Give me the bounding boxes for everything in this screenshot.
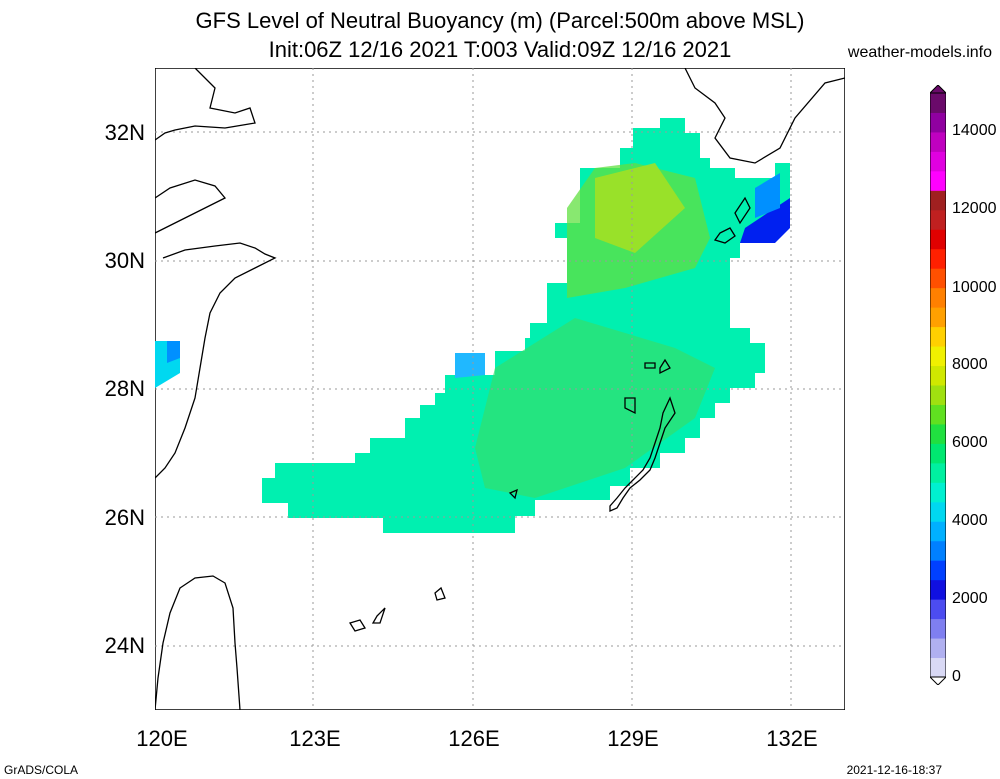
colorbar-segment [930,131,946,152]
colorbar-segment [930,501,946,522]
lon-label-132e: 132E [766,726,818,751]
colorbar-segment [930,326,946,347]
map-plot [155,68,845,710]
colorbar [930,85,946,685]
colorbar-segment [930,287,946,308]
colorbar-label-8000: 8000 [952,356,988,373]
lon-label-120e: 120E [136,726,188,751]
lon-label-129e: 129E [607,726,659,751]
colorbar-label-12000: 12000 [952,200,997,217]
colorbar-segment [930,638,946,659]
colorbar-segment [930,560,946,581]
colorbar-segment [930,385,946,405]
colorbar-label-4000: 4000 [952,512,988,529]
colorbar-segment [930,540,946,561]
lat-label-30n: 30N [104,248,145,273]
colorbar-segment [930,365,946,386]
colorbar-segment [930,462,946,483]
lon-label-126e: 126E [448,726,500,751]
lat-label-28n: 28N [104,376,145,401]
colorbar-segment [930,112,946,133]
colorbar-label-14000: 14000 [952,122,997,139]
colorbar-max-arrow [930,85,946,94]
footer-software: GrADS/COLA [4,763,79,777]
lat-label-32n: 32N [104,120,145,145]
colorbar-segment [930,618,946,639]
colorbar-label-10000: 10000 [952,279,997,296]
colorbar-label-0: 0 [952,668,961,685]
colorbar-segment [930,170,946,191]
colorbar-segment [930,521,946,542]
colorbar-segment [930,307,946,328]
colorbar-segment [930,268,946,289]
colorbar-segment [930,248,946,269]
colorbar-segment [930,482,946,503]
lat-label-24n: 24N [104,633,145,658]
coastlines [155,68,845,710]
colorbar-min-arrow [930,676,946,685]
colorbar-segment [930,190,946,211]
colorbar-segment [930,579,946,600]
colorbar-segment [930,209,946,230]
map-title: GFS Level of Neutral Buoyancy (m) (Parce… [195,8,805,33]
footer-timestamp: 2021-12-16-18:37 [846,763,942,777]
lat-label-26n: 26N [104,505,145,530]
colorbar-segment [930,229,946,250]
lon-label-123e: 123E [289,726,341,751]
buoyancy-field [155,118,790,533]
colorbar-segment [930,443,946,464]
colorbar-segment [930,657,946,678]
site-credit: weather-models.info [847,44,992,61]
colorbar-label-6000: 6000 [952,434,988,451]
colorbar-segment [930,404,946,425]
colorbar-frame [930,92,946,678]
map-subtitle: Init:06Z 12/16 2021 T:003 Valid:09Z 12/1… [268,37,732,62]
colorbar-label-2000: 2000 [952,590,988,607]
colorbar-segment [930,599,946,620]
colorbar-segment [930,151,946,172]
colorbar-segment [930,346,946,367]
colorbar-segment [930,423,946,444]
colorbar-segment [930,93,946,113]
